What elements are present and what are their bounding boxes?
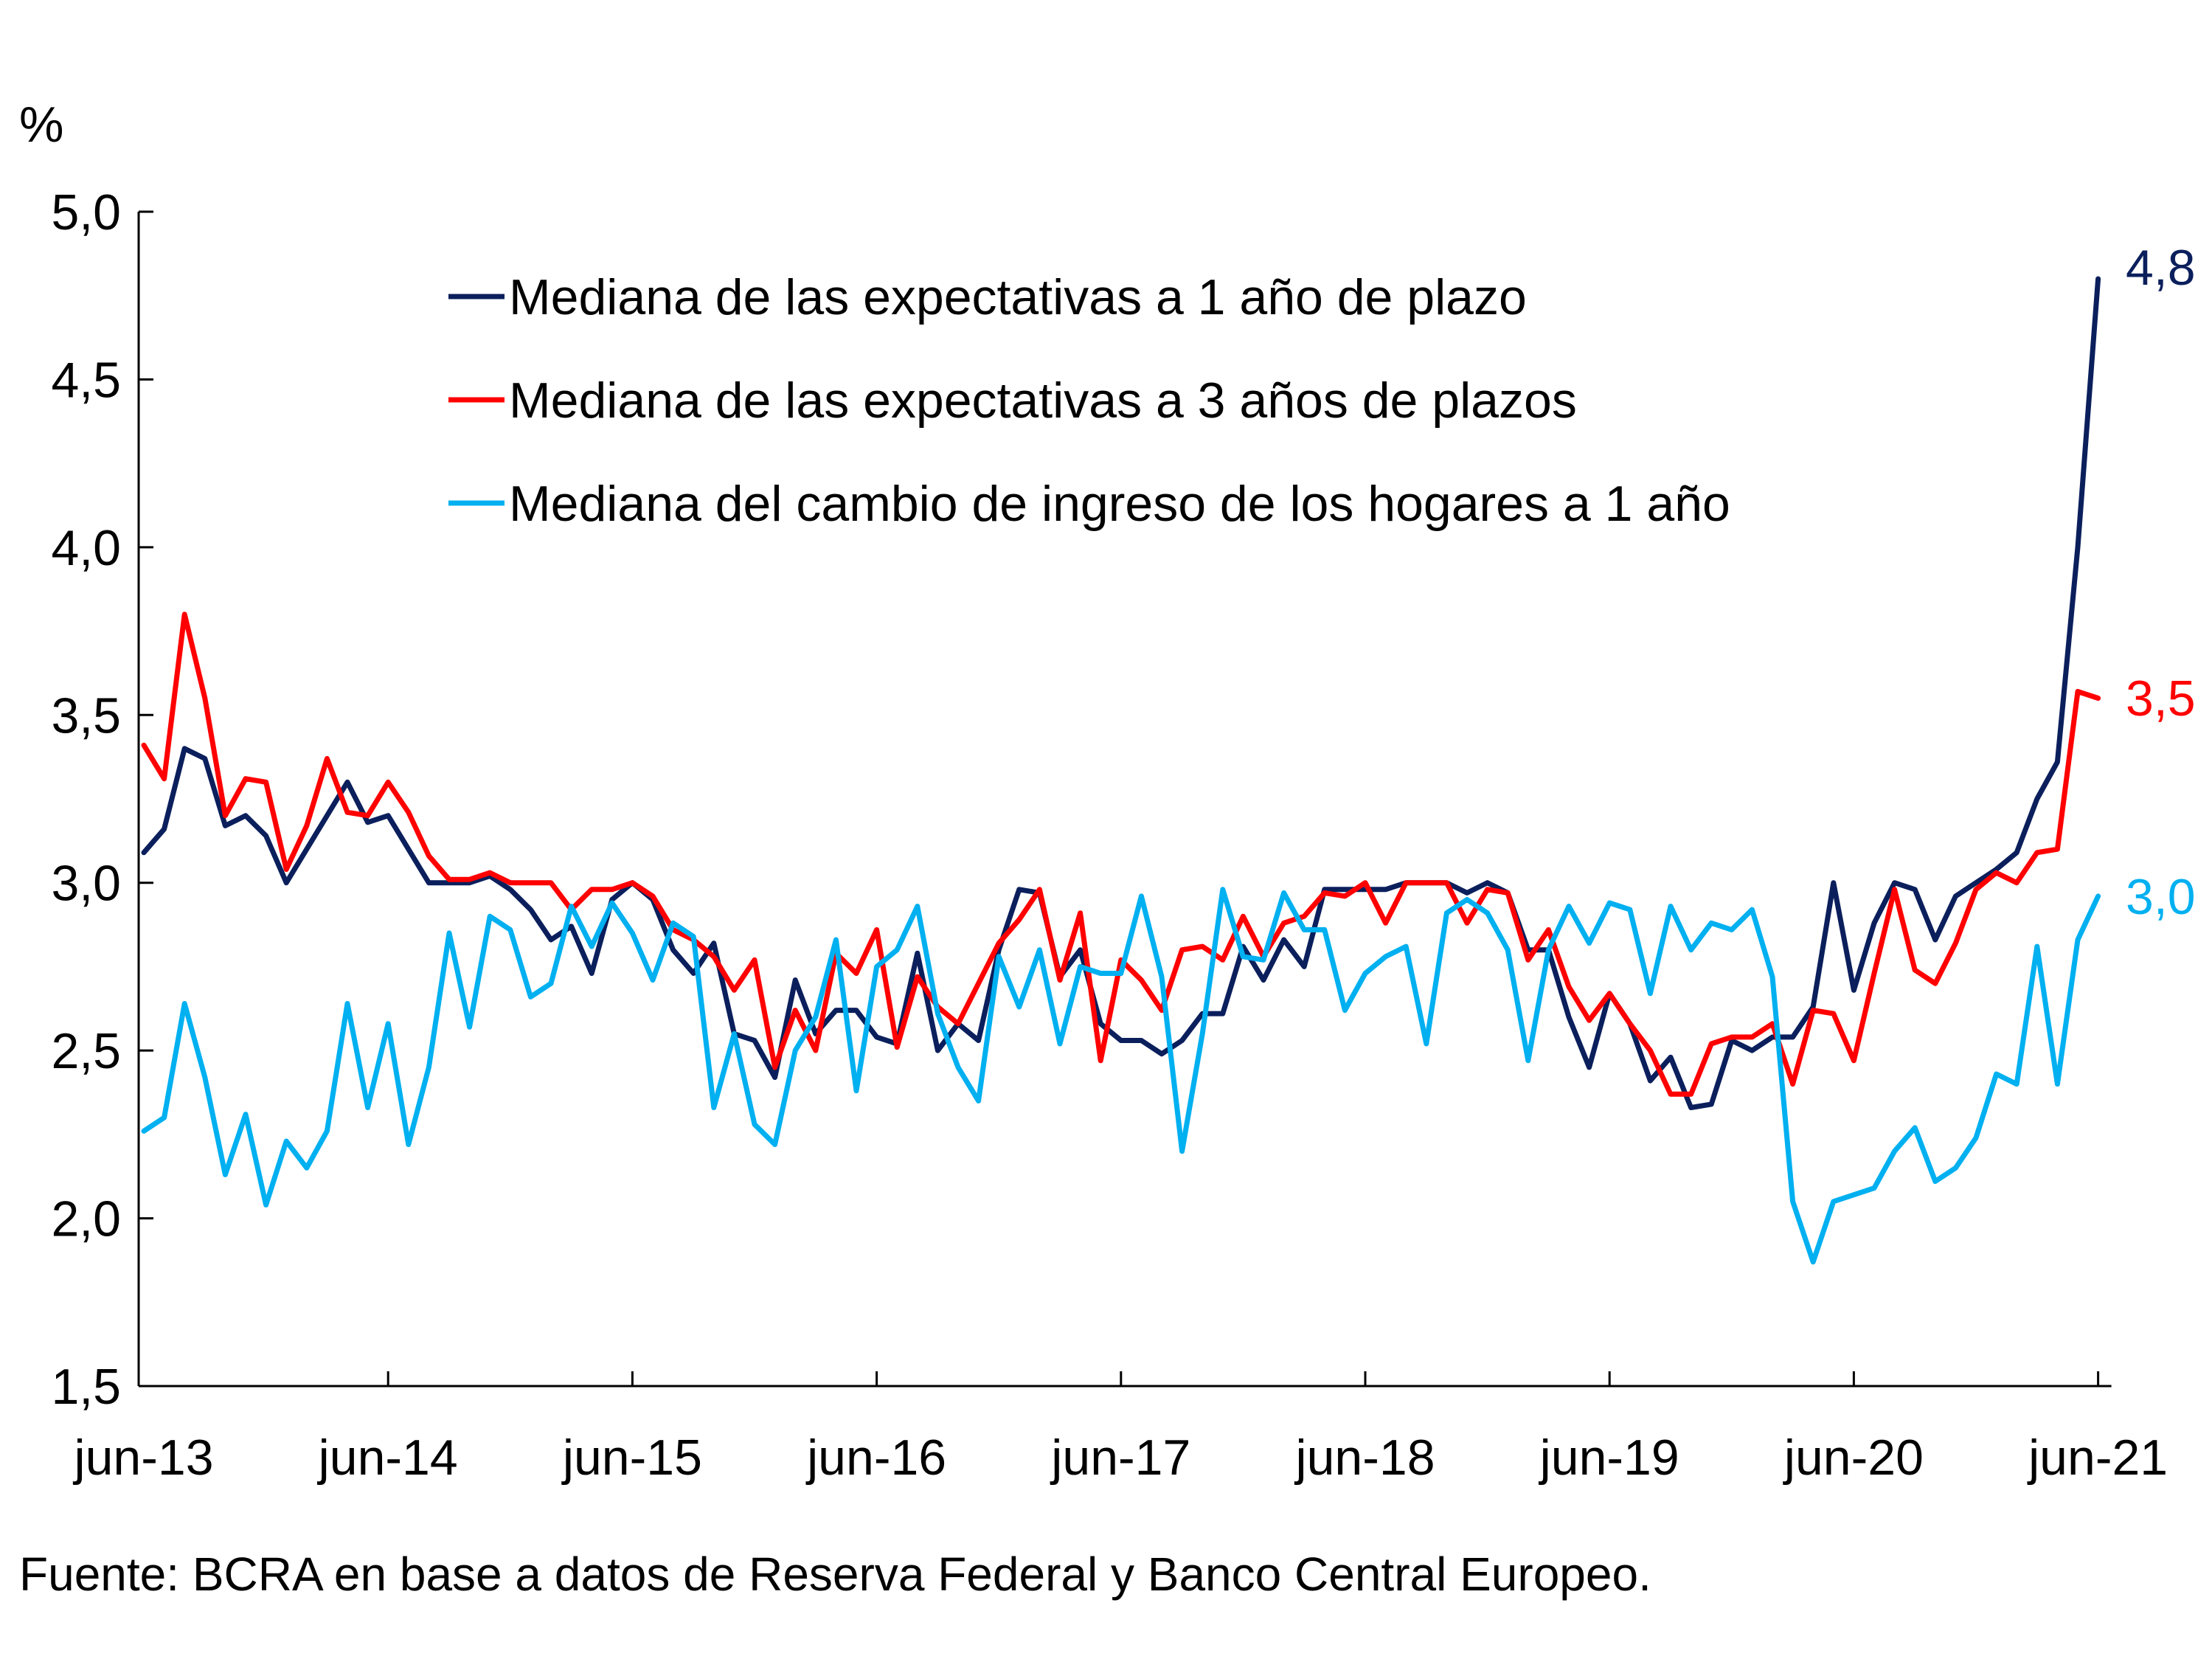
x-tick-label: jun-16 — [805, 1430, 946, 1486]
end-labels: 4,8 3,5 3,0 — [2126, 240, 2196, 925]
series-line-2 — [141, 612, 2101, 1097]
end-value-label: 4,8 — [2126, 240, 2196, 296]
x-tick-label: jun-18 — [1294, 1430, 1435, 1486]
x-tick-label: jun-17 — [1050, 1430, 1190, 1486]
legend: Mediana de las expectativas a 1 año de p… — [448, 269, 1730, 532]
end-value-label: 3,0 — [2126, 869, 2196, 925]
legend-label: Mediana del cambio de ingreso de los hog… — [509, 476, 1730, 532]
y-tick-label: 2,5 — [51, 1023, 121, 1079]
x-tick-label: jun-15 — [561, 1430, 702, 1486]
series-lines — [141, 276, 2101, 1265]
series-line-1 — [141, 276, 2101, 1110]
source-note: Fuente: BCRA en base a datos de Reserva … — [19, 1548, 1651, 1601]
x-tick-label: jun-21 — [2027, 1430, 2168, 1486]
y-tick-label: 5,0 — [51, 184, 121, 240]
legend-label: Mediana de las expectativas a 1 año de p… — [509, 269, 1527, 325]
y-tick-label: 4,0 — [51, 520, 121, 576]
series-line-3 — [141, 887, 2101, 1265]
y-tick-label: 4,5 — [51, 352, 121, 408]
y-tick-label: 1,5 — [51, 1359, 121, 1415]
x-tick-label: jun-20 — [1783, 1430, 1924, 1486]
y-tick-label: 3,0 — [51, 856, 121, 912]
legend-label: Mediana de las expectativas a 3 años de … — [509, 373, 1577, 429]
y-tick-label: 2,0 — [51, 1191, 121, 1247]
end-value-label: 3,5 — [2126, 671, 2196, 727]
x-tick-label: jun-14 — [317, 1430, 458, 1486]
y-axis-unit: % — [19, 97, 63, 153]
axes: 1,5 2,0 2,5 3,0 3,5 4,0 4,5 5,0 jun-13 jun-14 jun-… — [51, 184, 2168, 1486]
x-tick-label: jun-19 — [1539, 1430, 1679, 1486]
y-tick-label: 3,5 — [51, 688, 121, 744]
x-tick-label: jun-13 — [72, 1430, 213, 1486]
